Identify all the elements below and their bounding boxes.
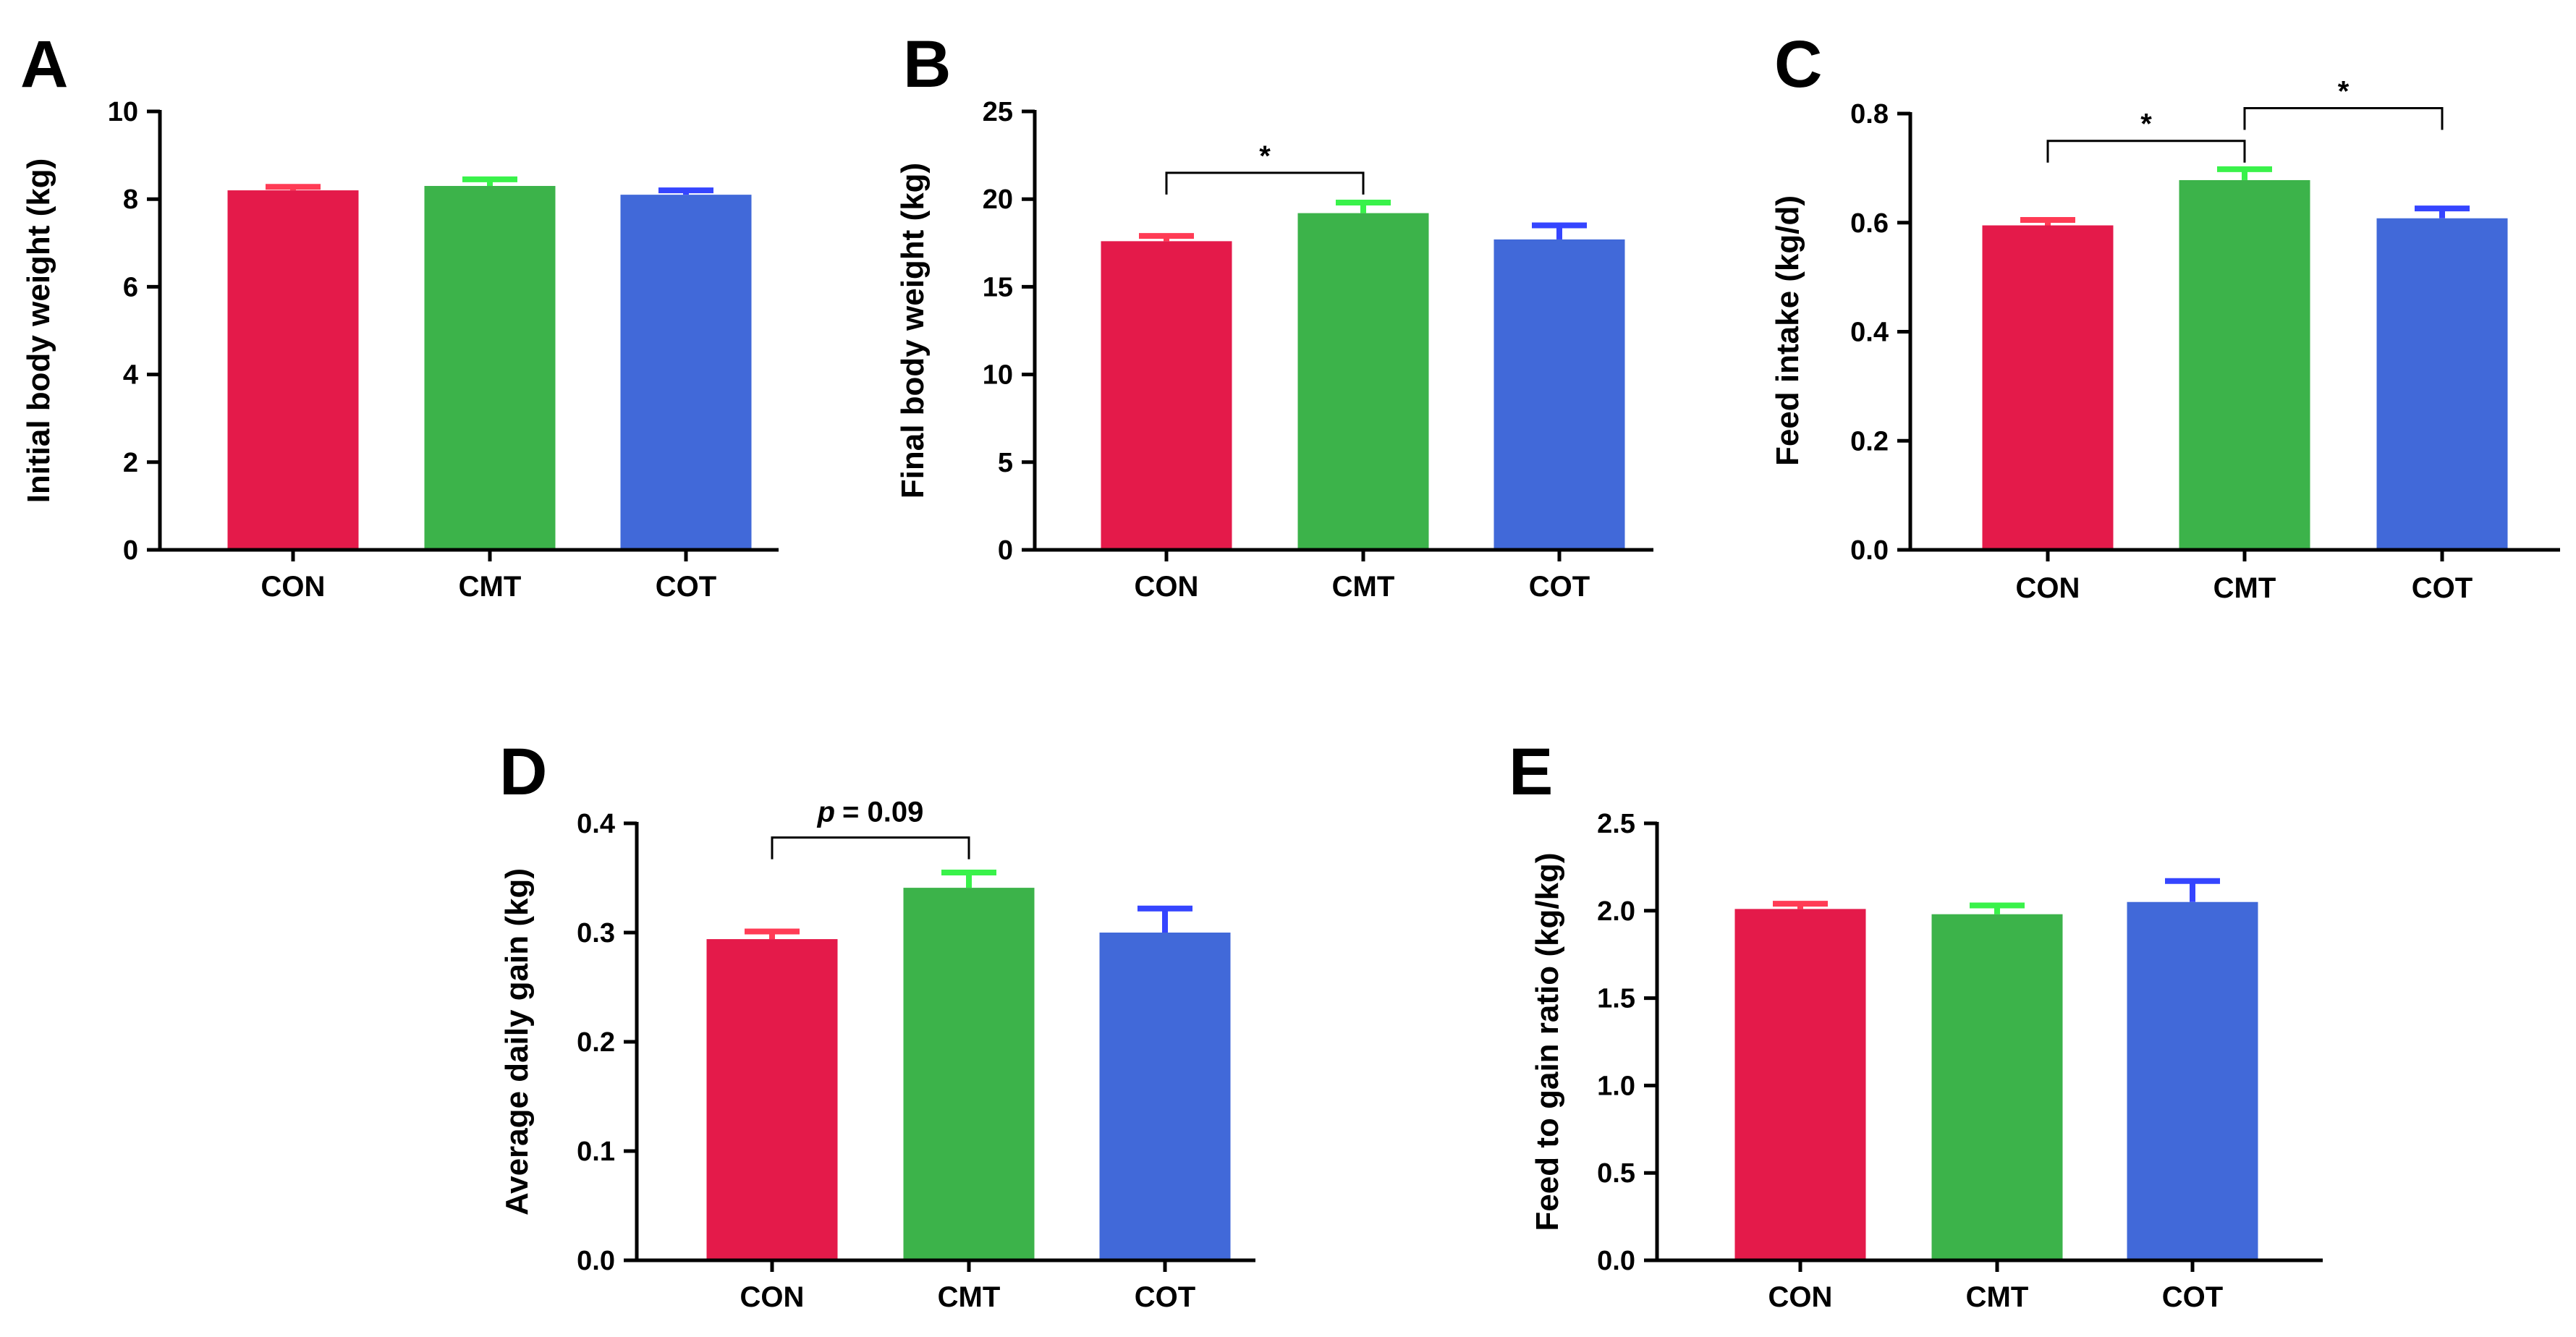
category-label: CMT	[2213, 572, 2276, 604]
bar-cot	[2376, 218, 2508, 550]
category-label: CON	[1768, 1281, 1833, 1313]
y-tick-label: 8	[123, 184, 138, 215]
y-tick-label: 2.5	[1597, 809, 1635, 839]
chart-panel-d: D Average daily gain (kg) CON CMT COT 0.0 0.1 0…	[499, 735, 1255, 1313]
panel-letter: A	[20, 27, 68, 101]
category-label: COT	[1135, 1281, 1195, 1313]
bar-cmt	[1931, 914, 2063, 1260]
panel-letter: E	[1509, 735, 1553, 809]
y-tick-label: 0.3	[577, 918, 615, 948]
category-label: CON	[740, 1281, 805, 1313]
bar-con	[1101, 241, 1232, 550]
y-tick-label: 0.4	[1850, 318, 1889, 348]
chart-panel-c: C Feed intake (kg/d) CON CMT COT 0.0 0.2 0.4 0.6…	[1770, 27, 2560, 604]
y-tick-label: 6	[123, 272, 138, 302]
y-tick-label: 0	[123, 535, 138, 566]
y-tick-label: 0.5	[1597, 1158, 1635, 1189]
category-label: COT	[1529, 571, 1590, 603]
y-tick-label: 0.4	[577, 809, 615, 839]
category-label: COT	[2162, 1281, 2223, 1313]
bar-cmt	[1297, 213, 1429, 550]
y-tick-label: 5	[998, 448, 1013, 478]
y-axis-title: Feed intake (kg/d)	[1770, 195, 1805, 466]
panel-letter: C	[1774, 27, 1822, 101]
y-tick-label: 15	[983, 272, 1013, 302]
panel-letter: B	[903, 27, 951, 101]
y-tick-label: 4	[123, 360, 138, 391]
y-tick-label: 0.8	[1850, 99, 1889, 130]
y-axis-title: Feed to gain ratio (kg/kg)	[1530, 852, 1565, 1231]
y-tick-label: 0.1	[577, 1137, 615, 1167]
chart-panel-e: E Feed to gain ratio (kg/kg) CON CMT COT 0.0 0…	[1509, 735, 2323, 1313]
y-tick-label: 0.0	[577, 1246, 615, 1276]
y-tick-label: 10	[108, 97, 138, 127]
bar-con	[1982, 225, 2114, 550]
y-axis-title: Final body weight (kg)	[895, 163, 931, 498]
y-tick-label: 10	[983, 360, 1013, 391]
bar-cmt	[903, 888, 1035, 1260]
bar-cmt	[2179, 179, 2310, 550]
category-label: CMT	[459, 571, 522, 603]
significance-star: *	[2140, 109, 2152, 140]
category-label: CON	[2016, 572, 2080, 604]
p-value: = 0.09	[842, 797, 923, 828]
y-tick-label: 2.0	[1597, 896, 1635, 927]
y-tick-label: 1.0	[1597, 1071, 1635, 1101]
y-tick-label: 0.0	[1850, 535, 1889, 566]
bar-con	[1734, 909, 1866, 1260]
chart-panel-b: B Final body weight (kg) CON CMT COT 0 5 10 15 20…	[895, 27, 1653, 603]
y-axis-title: Average daily gain (kg)	[499, 868, 535, 1215]
significance-star: *	[2338, 75, 2350, 107]
bar-cot	[1099, 933, 1231, 1260]
category-label: CMT	[938, 1281, 1001, 1313]
y-axis-title: Initial body weight (kg)	[21, 158, 56, 504]
significance-bracket	[2243, 106, 2444, 130]
significance-label: p = 0.09	[817, 797, 924, 828]
category-label: CON	[261, 571, 326, 603]
chart-panel-a: A Initial body weight (kg) CON CMT COT 0 2 4 6 8 1…	[20, 27, 779, 603]
bar-con	[227, 190, 359, 550]
y-tick-label: 20	[983, 184, 1013, 215]
y-tick-label: 25	[983, 97, 1013, 127]
significance-bracket	[1165, 171, 1365, 195]
category-label: CMT	[1332, 571, 1395, 603]
significance-bracket	[771, 836, 970, 860]
significance-bracket	[2046, 140, 2246, 163]
y-tick-label: 1.5	[1597, 984, 1635, 1014]
category-label: CON	[1135, 571, 1199, 603]
bar-cot	[2127, 901, 2258, 1260]
bar-cot	[620, 195, 752, 550]
y-tick-label: 0	[998, 535, 1013, 566]
category-label: COT	[2412, 572, 2473, 604]
bar-con	[706, 939, 838, 1260]
y-tick-label: 0.6	[1850, 208, 1889, 239]
y-tick-label: 0.2	[577, 1027, 615, 1058]
bar-cmt	[424, 186, 556, 550]
y-tick-label: 2	[123, 448, 138, 478]
panel-letter: D	[499, 735, 547, 809]
y-tick-label: 0.2	[1850, 426, 1889, 457]
significance-star: *	[1259, 140, 1271, 172]
y-tick-label: 0.0	[1597, 1246, 1635, 1276]
category-label: COT	[656, 571, 716, 603]
p-symbol: p	[817, 797, 835, 828]
category-label: CMT	[1966, 1281, 2029, 1313]
bar-cot	[1494, 239, 1625, 550]
